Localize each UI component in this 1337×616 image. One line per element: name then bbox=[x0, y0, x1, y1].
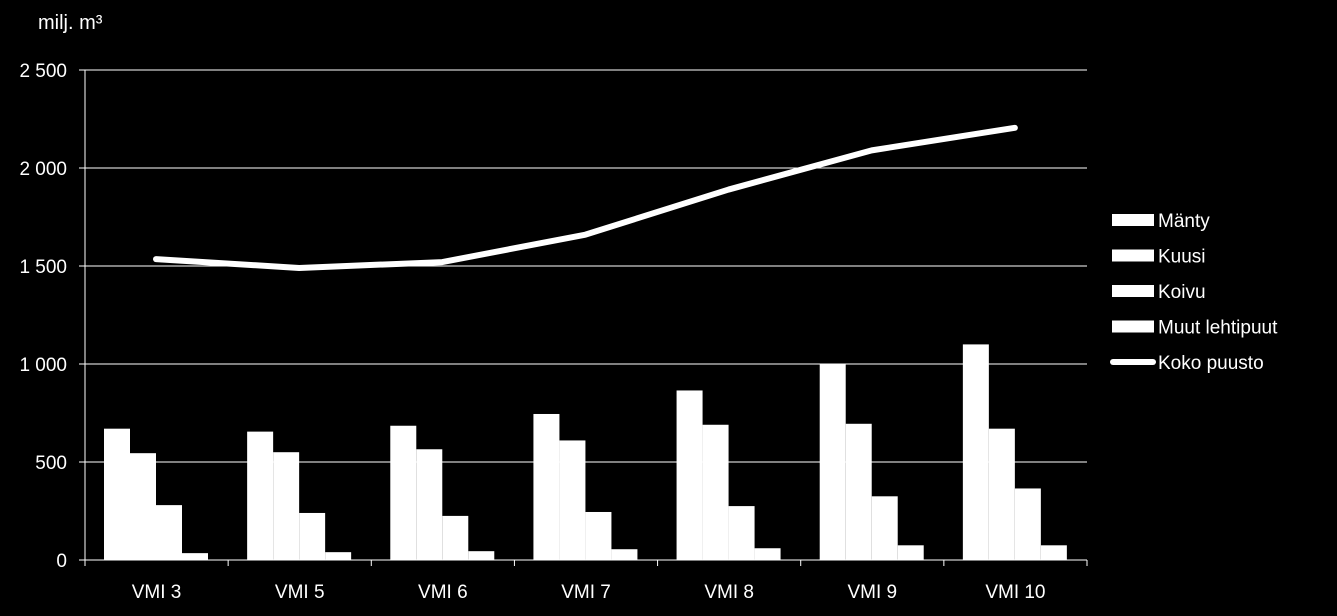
bar-4-2 bbox=[728, 506, 755, 560]
y-tick-label-5: 2 500 bbox=[19, 61, 67, 82]
bar-3-1 bbox=[559, 440, 586, 560]
bar-5-2 bbox=[871, 496, 898, 560]
bar-6-1 bbox=[988, 428, 1015, 560]
bar-6-0 bbox=[962, 344, 989, 560]
legend-label-0: Mänty bbox=[1158, 211, 1210, 232]
bar-1-2 bbox=[299, 512, 326, 560]
bar-2-3 bbox=[468, 551, 495, 560]
axes bbox=[79, 69, 1088, 566]
bar-4-1 bbox=[702, 424, 729, 560]
bar-6-3 bbox=[1040, 545, 1067, 560]
y-tick-labels: 0 500 1 000 1 500 2 000 2 500 bbox=[19, 61, 67, 572]
x-tick-label-3: VMI 7 bbox=[561, 582, 611, 603]
y-tick-label-3: 1 500 bbox=[19, 257, 67, 278]
bar-3-0 bbox=[533, 413, 560, 560]
bar-3-2 bbox=[585, 511, 612, 560]
y-tick-label-0: 0 bbox=[56, 551, 67, 572]
bar-0-0 bbox=[104, 428, 130, 560]
y-tick-label-4: 2 000 bbox=[19, 159, 67, 180]
bar-6-2 bbox=[1014, 488, 1041, 560]
y-axis-label: milj. m³ bbox=[38, 12, 103, 34]
x-tick-label-5: VMI 9 bbox=[847, 582, 897, 603]
legend-swatch-2 bbox=[1112, 285, 1154, 297]
x-tick-label-6: VMI 10 bbox=[985, 582, 1045, 603]
bar-1-0 bbox=[247, 431, 274, 560]
y-tick-label-2: 1 000 bbox=[19, 355, 67, 376]
bar-3-3 bbox=[611, 549, 638, 560]
bar-4-0 bbox=[676, 390, 703, 560]
legend: Mänty Kuusi Koivu Muut lehtipuut Koko puusto bbox=[1110, 211, 1278, 374]
legend-label-2: Koivu bbox=[1158, 282, 1206, 303]
bar-5-1 bbox=[845, 423, 872, 560]
legend-label-3: Muut lehtipuut bbox=[1158, 318, 1278, 339]
x-tick-labels: VMI 3 VMI 5 VMI 6 VMI 7 VMI 8 VMI 9 VMI 10 bbox=[132, 582, 1046, 603]
bar-1-1 bbox=[273, 452, 300, 560]
line-series-0 bbox=[153, 124, 1018, 271]
total-line bbox=[153, 124, 1018, 271]
x-tick-label-0: VMI 3 bbox=[132, 582, 182, 603]
legend-swatch-1 bbox=[1112, 249, 1154, 262]
bar-5-0 bbox=[819, 364, 846, 560]
bar-0-1 bbox=[130, 453, 156, 560]
legend-swatch-0 bbox=[1112, 214, 1154, 226]
bar-2-2 bbox=[442, 515, 469, 560]
bar-0-2 bbox=[156, 505, 182, 560]
x-tick-label-1: VMI 5 bbox=[275, 582, 325, 603]
bar-1-3 bbox=[325, 552, 352, 560]
bar-5-3 bbox=[897, 545, 924, 560]
legend-label-1: Kuusi bbox=[1158, 247, 1206, 268]
x-tick-label-4: VMI 8 bbox=[704, 582, 754, 603]
legend-swatch-3 bbox=[1112, 320, 1154, 333]
bar-2-1 bbox=[416, 449, 443, 560]
bar-4-3 bbox=[754, 548, 781, 560]
bar-0-3 bbox=[182, 553, 208, 560]
x-tick-label-2: VMI 6 bbox=[418, 582, 468, 603]
legend-label-4: Koko puusto bbox=[1158, 353, 1264, 374]
y-tick-label-1: 500 bbox=[35, 453, 67, 474]
bar-2-0 bbox=[390, 425, 417, 560]
bars bbox=[104, 344, 1067, 560]
